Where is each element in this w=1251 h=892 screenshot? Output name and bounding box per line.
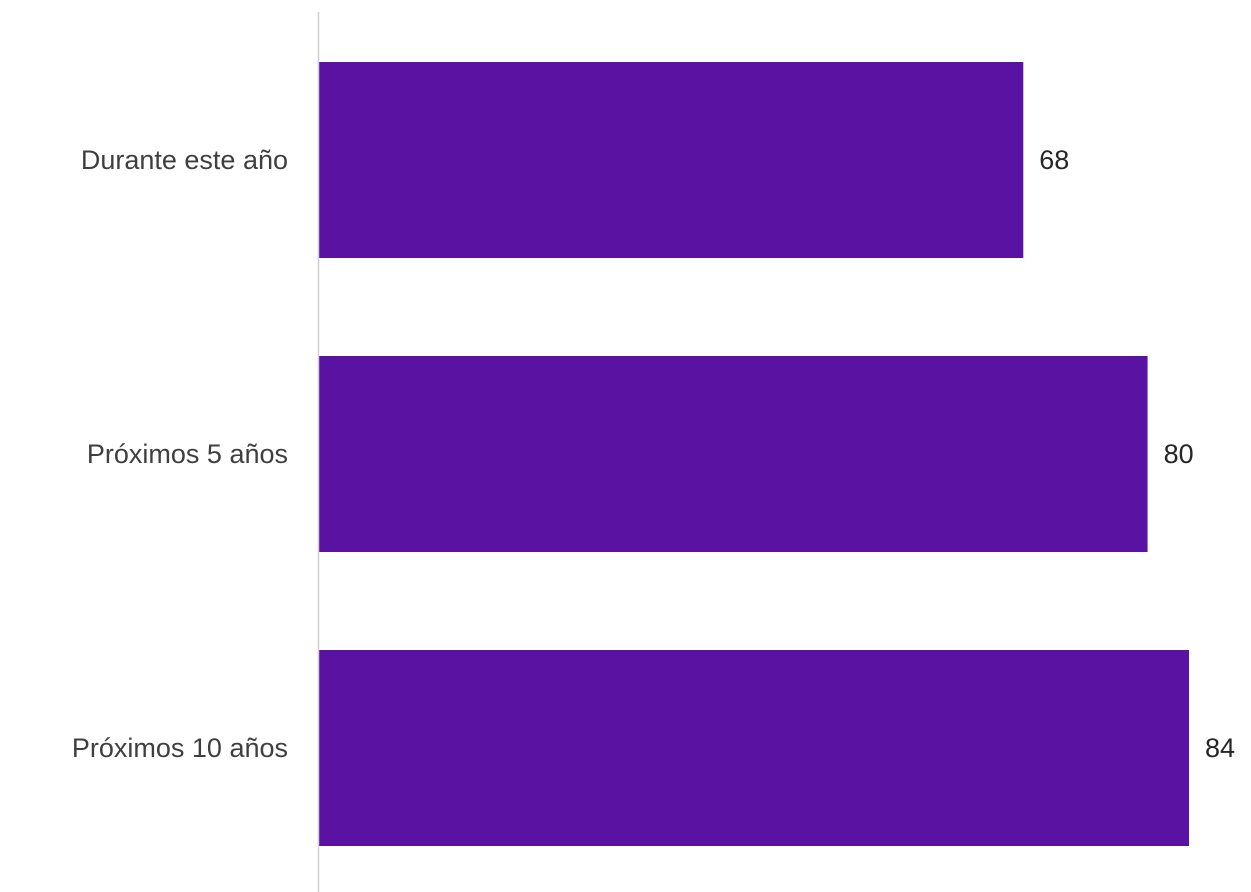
value-label-3: 84 — [1205, 733, 1235, 763]
value-label-1: 68 — [1039, 145, 1069, 175]
category-label-2: Próximos 5 años — [87, 439, 288, 469]
bar-3 — [319, 650, 1189, 846]
category-label-3: Próximos 10 años — [72, 733, 288, 763]
bar-2 — [319, 356, 1148, 552]
category-labels-group: Durante este año Próximos 5 años Próximos … — [72, 145, 288, 763]
bars-group — [319, 62, 1189, 846]
bar-1 — [319, 62, 1024, 258]
value-labels-group: 68 80 84 — [1039, 145, 1235, 763]
value-label-2: 80 — [1164, 439, 1194, 469]
category-label-1: Durante este año — [81, 145, 288, 175]
